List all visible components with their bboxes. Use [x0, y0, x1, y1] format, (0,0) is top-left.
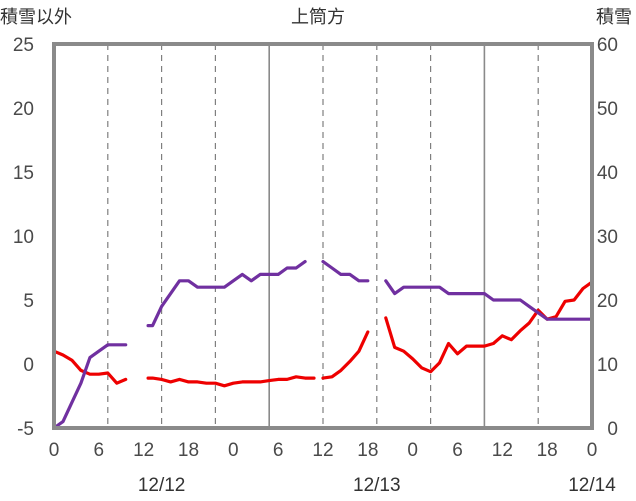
date-label: 12/13	[353, 475, 401, 496]
snow-depth-line	[52, 343, 128, 430]
other-series-line	[146, 375, 316, 388]
x-tick: 6	[273, 440, 284, 461]
date-label: 12/12	[138, 475, 186, 496]
snow-depth-line	[321, 260, 370, 283]
plot-frame	[52, 42, 594, 430]
x-tick: 12	[312, 440, 333, 461]
x-tick: 0	[49, 440, 60, 461]
other-series-line	[52, 349, 128, 385]
snow-depth-line	[384, 279, 594, 321]
x-tick: 0	[228, 440, 239, 461]
x-tick: 12	[133, 440, 154, 461]
other-series-line	[384, 280, 594, 374]
y-left-tick: 25	[13, 35, 34, 56]
y-left-tick: 5	[23, 291, 34, 312]
x-tick: 0	[587, 440, 598, 461]
y-left-tick: 0	[23, 355, 34, 376]
y-right-tick: 10	[597, 355, 618, 376]
x-tick: 12	[492, 440, 513, 461]
y-right-tick: 30	[597, 227, 618, 248]
x-tick: 6	[94, 440, 105, 461]
y-right-tick: 20	[597, 291, 618, 312]
y-left-tick: 10	[13, 227, 34, 248]
y-right-tick: 40	[597, 163, 618, 184]
date-label: 12/14	[568, 475, 616, 496]
snow-depth-line	[146, 260, 307, 328]
right-axis-title: 積雪	[596, 7, 632, 28]
x-tick: 18	[178, 440, 199, 461]
x-tick: 0	[407, 440, 418, 461]
x-tick: 18	[357, 440, 378, 461]
y-right-tick: 0	[607, 419, 618, 440]
chart-title: 上筒方	[291, 7, 345, 28]
other-series-line	[321, 330, 370, 380]
y-left-tick: -5	[17, 419, 34, 440]
x-tick: 6	[452, 440, 463, 461]
y-right-tick: 60	[597, 35, 618, 56]
x-tick: 18	[537, 440, 558, 461]
grid-lines	[107, 44, 539, 428]
y-left-tick: 15	[13, 163, 34, 184]
series-lines	[52, 260, 594, 430]
y-left-tick: 20	[13, 99, 34, 120]
y-right-tick: 50	[597, 99, 618, 120]
left-axis-title: 積雪以外	[0, 7, 72, 28]
